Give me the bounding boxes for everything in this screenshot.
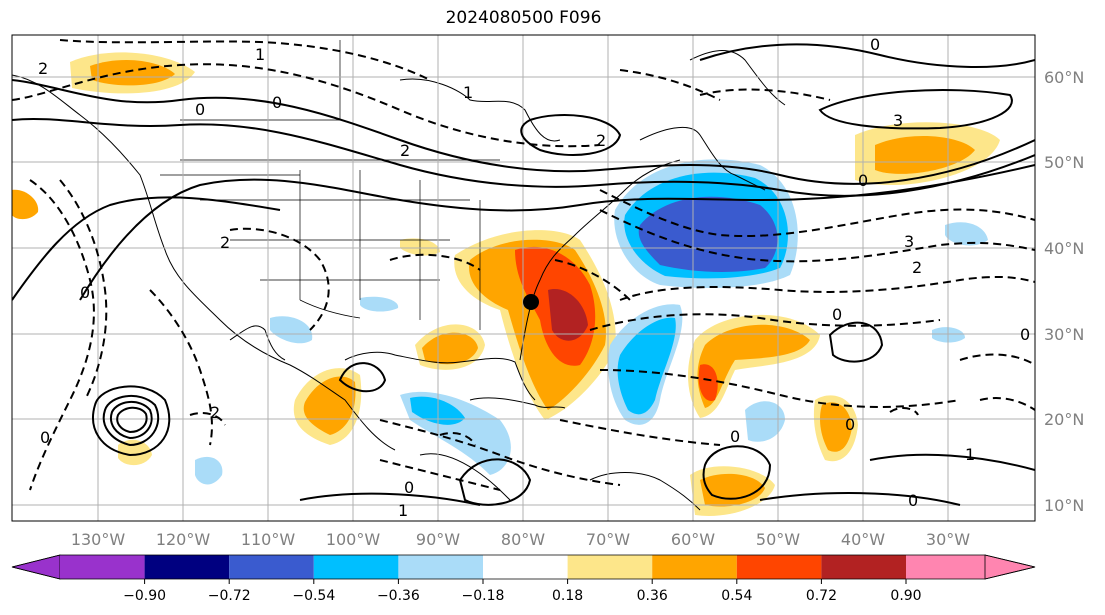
contour-label: 0	[832, 305, 842, 324]
map-frame	[11, 34, 1036, 522]
contour-label: 2	[596, 131, 606, 150]
lon-label: 40°W	[841, 530, 885, 549]
colorbar-tick-label: 0.36	[637, 588, 668, 604]
lat-label: 60°N	[1044, 68, 1084, 87]
colorbar-tick-label: −0.54	[292, 588, 335, 604]
lat-label: 40°N	[1044, 239, 1084, 258]
contour-label: 0	[1020, 325, 1030, 344]
coastlines	[12, 50, 786, 511]
lon-label: 70°W	[586, 530, 630, 549]
contour-labels: 2 0 1 0 2 1 3 0 2 3 2 0 0 2 0 0 1 0 0 1 …	[38, 35, 1030, 520]
lat-label: 20°N	[1044, 410, 1084, 429]
contour-label: 2	[912, 258, 922, 277]
contour-label: 0	[272, 93, 282, 112]
lon-label: 110°W	[241, 530, 296, 549]
colorbar-segment	[821, 555, 906, 579]
colorbar-segment	[736, 555, 822, 579]
contour-label: 0	[858, 171, 868, 190]
contour-label: 1	[398, 501, 408, 520]
colorbar-segment	[144, 555, 230, 579]
contour-label: 0	[730, 427, 740, 446]
colorbar-tick-label: 0.54	[721, 588, 752, 604]
colorbar-tick-label: −0.18	[462, 588, 505, 604]
contour-label: 0	[195, 100, 205, 119]
graticule	[12, 35, 1035, 521]
colorbar-segment	[229, 555, 314, 579]
contour-label: 3	[893, 111, 903, 130]
longitude-labels: 130°W 120°W 110°W 100°W 90°W 80°W 70°W 6…	[71, 530, 970, 549]
storm-center-marker	[523, 294, 539, 310]
political-borders	[160, 40, 500, 330]
colorbar-tick-label: −0.36	[377, 588, 420, 604]
contour-label: 1	[965, 445, 975, 464]
lon-label: 50°W	[756, 530, 800, 549]
contour-label: 3	[904, 232, 914, 251]
lat-label: 10°N	[1044, 496, 1084, 515]
contour-label: 2	[400, 141, 410, 160]
colorbar-segment	[60, 555, 145, 579]
anomaly-shading	[12, 52, 1000, 516]
map-title: 2024080500 F096	[445, 8, 602, 28]
colorbar-tick-label: −0.72	[208, 588, 251, 604]
colorbar-tick-label: 0.72	[806, 588, 837, 604]
contour-label: 0	[908, 491, 918, 510]
colorbar-high-extension	[984, 554, 1036, 580]
contour-label: 2	[220, 233, 230, 252]
lon-label: 80°W	[501, 530, 545, 549]
colorbar-segment	[398, 555, 483, 579]
colorbar-segment	[652, 555, 737, 579]
contour-label: 2	[38, 59, 48, 78]
colorbar-low-extension	[11, 554, 61, 580]
contour-label: 0	[40, 428, 50, 447]
colorbar-tick-label: 0.18	[552, 588, 583, 604]
lat-label: 30°N	[1044, 325, 1084, 344]
colorbar: −0.90 −0.72 −0.54 −0.36 −0.18 0.18 0.36 …	[11, 554, 1036, 604]
contour-label: 0	[80, 283, 90, 302]
lon-label: 90°W	[416, 530, 460, 549]
colorbar-segment	[313, 555, 399, 579]
colorbar-segment	[483, 555, 568, 579]
latitude-labels: 60°N 50°N 40°N 30°N 20°N 10°N	[1044, 68, 1084, 515]
contour-label: 2	[210, 403, 220, 422]
contour-label: 0	[845, 415, 855, 434]
contour-label: 1	[255, 45, 265, 64]
colorbar-segment	[567, 555, 653, 579]
colorbar-tick-label: −0.90	[123, 588, 166, 604]
lon-label: 130°W	[71, 530, 126, 549]
colorbar-tick-label: 0.90	[890, 588, 921, 604]
lon-label: 120°W	[156, 530, 211, 549]
contour-label: 1	[463, 83, 473, 102]
lon-label: 30°W	[926, 530, 970, 549]
contour-label: 0	[870, 35, 880, 54]
dashed-contours	[12, 39, 1035, 491]
colorbar-segment	[906, 555, 985, 579]
lon-label: 100°W	[326, 530, 381, 549]
contour-label: 0	[404, 478, 414, 497]
solid-contours	[12, 43, 1035, 506]
lon-label: 60°W	[671, 530, 715, 549]
lat-label: 50°N	[1044, 153, 1084, 172]
